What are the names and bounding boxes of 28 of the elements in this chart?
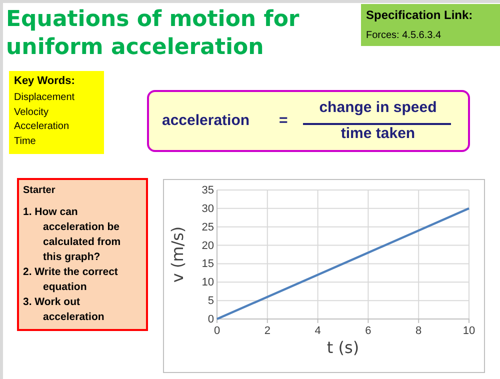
x-axis-title: t (s): [326, 338, 360, 357]
text: Key Words:: [14, 74, 76, 89]
text: Starter: [23, 184, 56, 198]
y-axis-title: v (m/s): [168, 226, 187, 283]
text: Specification Link:: [366, 8, 474, 23]
y-tick-label: 20: [202, 240, 214, 252]
text: =: [279, 112, 289, 129]
text: 2. Write the correct equation: [23, 265, 119, 295]
text: time taken: [340, 125, 416, 142]
y-tick-label: 15: [202, 258, 214, 270]
y-tick-label: 30: [202, 202, 214, 215]
x-tick-label: 4: [314, 324, 321, 337]
text: 3. Work out acceleration: [23, 295, 106, 325]
text: Forces: 4.5.6.3.4: [366, 29, 442, 43]
x-tick-label: 2: [264, 324, 270, 337]
text: 1. How can acceleration be calculated from this graph?: [23, 205, 122, 265]
y-tick-label: 25: [202, 221, 214, 234]
text: Displacement Velocity Acceleration Time: [14, 91, 76, 148]
y-tick-label: 0: [208, 314, 214, 326]
text: change in speed: [318, 99, 438, 116]
y-tick-label: 5: [208, 295, 214, 308]
y-tick-label: 35: [202, 184, 214, 197]
y-tick-label: 10: [202, 276, 214, 289]
chart-title: Equations of motion for uniform acceleration: [6, 6, 300, 62]
x-tick-label: 8: [416, 324, 422, 337]
x-tick-label: 10: [462, 324, 476, 337]
text: acceleration: [162, 112, 250, 129]
x-tick-label: 6: [365, 324, 372, 337]
